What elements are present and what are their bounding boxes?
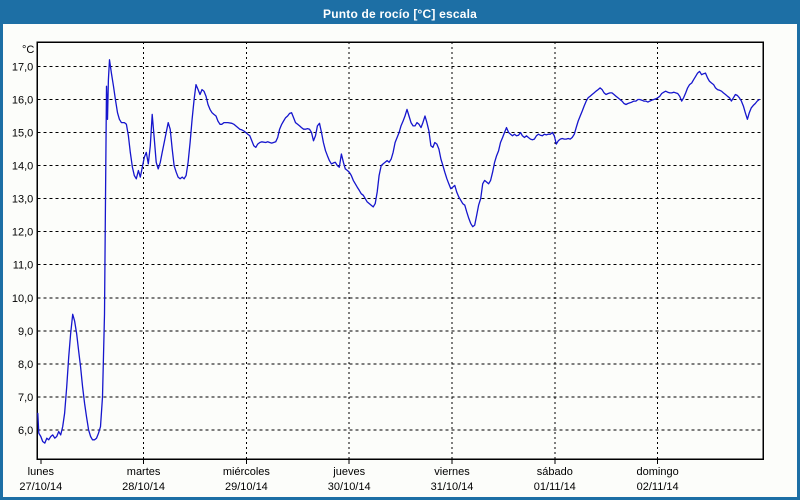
chart-region: 17,0 16,0 15,0 14,0 13,0 12,0 11,0 10,0 9,0 8,0 7,…	[3, 24, 797, 497]
x-axis-date-label: 28/10/14	[122, 481, 165, 493]
y-axis-tick-label: 9,0	[18, 326, 33, 338]
x-axis-day-label: sábado	[537, 466, 573, 478]
x-axis-day-label: miércoles	[223, 466, 271, 478]
y-axis-tick-label: 14,0	[12, 161, 33, 173]
x-axis-day-label: viernes	[434, 466, 470, 478]
y-axis-tick-label: 11,0	[13, 260, 34, 272]
x-axis-day-label: domingo	[637, 466, 679, 478]
title-bar: Punto de rocío [°C] escala	[3, 3, 797, 24]
x-axis-date-label: 27/10/14	[19, 481, 62, 493]
x-axis-date-label: 01/11/14	[534, 481, 576, 493]
y-axis-tick-label: 16,0	[12, 94, 33, 106]
x-axis-day-label: martes	[127, 466, 161, 478]
x-axis-date-label: 02/11/14	[637, 481, 679, 493]
y-axis-tick-label: 12,0	[12, 227, 33, 239]
x-axis-date-label: 29/10/14	[225, 481, 268, 493]
y-axis-tick-label: 10,0	[12, 293, 33, 305]
x-axis-day-label: lunes	[28, 466, 55, 478]
plot-border	[36, 41, 764, 460]
y-axis-tick-label: 15,0	[12, 128, 33, 140]
dewpoint-line-chart: 17,0 16,0 15,0 14,0 13,0 12,0 11,0 10,0 9,0 8,0 7,…	[12, 41, 764, 493]
y-axis-tick-label: 6,0	[18, 425, 33, 437]
y-axis-tick-label: 7,0	[18, 392, 33, 404]
x-axis-day-label: jueves	[332, 466, 365, 478]
x-axis-date-label: 30/10/14	[328, 481, 371, 493]
y-axis-tick-label: 13,0	[12, 194, 33, 206]
x-axis-date-label: 31/10/14	[431, 481, 474, 493]
y-axis-unit-label: °C	[22, 44, 34, 56]
chart-title: Punto de rocío [°C] escala	[322, 6, 478, 21]
y-axis-tick-label: 17,0	[12, 61, 33, 73]
dewpoint-series-line	[37, 59, 760, 444]
y-axis-tick-label: 8,0	[18, 359, 33, 371]
